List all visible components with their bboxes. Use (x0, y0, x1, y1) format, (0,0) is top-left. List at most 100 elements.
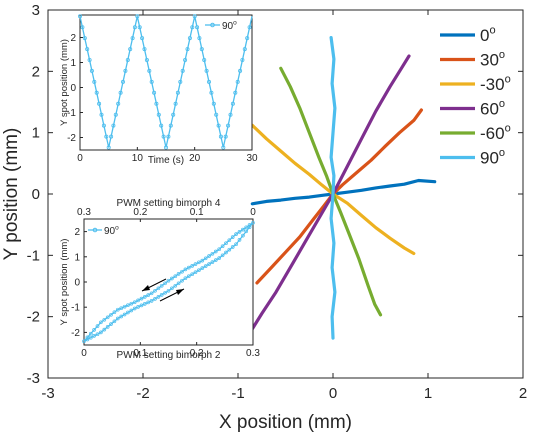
inset-time-marker (202, 58, 207, 63)
inset-time-marker (149, 79, 154, 84)
inset-time-marker (211, 101, 216, 106)
x-tick-label: -3 (41, 385, 54, 402)
inset-time-marker (104, 134, 109, 139)
inset-pwm-marker (163, 281, 167, 286)
inset-pwm-marker (217, 247, 222, 252)
inset-pwm-marker (136, 305, 140, 309)
inset-time-marker (218, 134, 223, 139)
inset-pwm-legend-marker (92, 227, 98, 233)
inset-pwm-marker (227, 238, 232, 243)
inset-time-marker (180, 68, 185, 73)
inset-pwm-marker (132, 306, 137, 311)
inset-time-x-tick-label: 10 (132, 153, 144, 164)
x-tick-label: 1 (424, 385, 432, 402)
inset-pwm-marker (122, 304, 127, 309)
inset-pwm-marker (197, 268, 201, 273)
inset-pwm-marker (244, 225, 249, 230)
inset-time-marker (185, 47, 190, 52)
legend-label: 30o (480, 49, 505, 70)
inset-pwm-marker (119, 314, 124, 319)
inset-pwm-marker (176, 272, 181, 276)
inset-pwm-y-label: Y spot position (mm) (59, 239, 70, 326)
inset-pwm-marker (142, 295, 147, 299)
inset-time-marker (178, 79, 183, 84)
inset-time-y-tick-label: 2 (70, 33, 76, 44)
inset-pwm-marker (213, 249, 218, 254)
inset-time-marker (166, 134, 171, 139)
inset-pwm-marker (115, 316, 120, 321)
inset-time-marker (130, 36, 135, 41)
y-tick-label: 3 (32, 2, 40, 19)
inset-pwm-marker (109, 322, 113, 326)
inset-pwm-marker (207, 254, 211, 258)
inset-pwm-marker (173, 274, 178, 279)
inset-pwm-marker (163, 290, 167, 295)
inset-time-marker (175, 90, 180, 95)
inset-time-marker (87, 58, 92, 63)
arrow-backward-head-icon (142, 285, 150, 291)
inset-time-y-tick-label: -2 (67, 133, 76, 144)
inset-time-marker (163, 145, 168, 150)
inset-pwm-marker (99, 320, 103, 325)
inset-time-marker (142, 47, 147, 52)
inset-pwm-marker (109, 312, 113, 317)
inset-pwm-marker (237, 230, 242, 234)
inset-pwm-x-tick-label: 0.3 (246, 348, 260, 359)
inset-pwm-marker (92, 334, 96, 338)
inset-time-marker (204, 68, 209, 73)
inset-time-marker (230, 101, 235, 106)
inset-time-marker (109, 134, 114, 139)
inset-pwm-marker (92, 328, 96, 332)
inset-pwm-top-tick-label: 0.1 (190, 207, 204, 218)
inset-time-marker (183, 58, 188, 63)
inset-time-y-tick-label: 1 (70, 58, 76, 69)
inset-time-marker (242, 47, 247, 52)
inset-pwm-marker (88, 335, 93, 340)
inset-pwm-marker (186, 274, 191, 279)
inset-pwm-marker (139, 303, 144, 308)
inset-pwm-marker (193, 270, 198, 275)
inset-time-marker (226, 123, 231, 128)
arrow-forward-head-icon (176, 289, 184, 295)
series-line-30 (255, 108, 423, 285)
inset-pwm-marker (105, 315, 110, 320)
inset-pwm-legend-label: 90o (104, 225, 119, 238)
inset-pwm-marker (200, 258, 205, 263)
inset-pwm-marker (170, 276, 174, 281)
inset-pwm-marker (207, 262, 211, 266)
x-tick-label: 2 (519, 385, 527, 402)
x-tick-label: -1 (231, 385, 244, 402)
inset-pwm-marker (142, 302, 147, 306)
inset-time-marker (82, 36, 87, 41)
inset-pwm-marker (126, 310, 130, 315)
inset-pwm-y-tick-label: -2 (71, 328, 80, 339)
inset-time-marker (233, 90, 238, 95)
inset-pwm-marker (139, 296, 144, 301)
inset-time-marker (173, 101, 178, 106)
inset-pwm-marker (183, 267, 188, 272)
inset-pwm-marker (234, 242, 238, 247)
inset-pwm-marker (183, 276, 188, 281)
inset-time-marker (221, 145, 226, 150)
y-tick-label: -2 (27, 309, 40, 326)
inset-time-marker (247, 25, 252, 30)
inset-pwm-marker (156, 295, 161, 299)
inset-time-marker (171, 112, 176, 117)
inset-time-marker (85, 47, 90, 52)
y-tick-label: 1 (32, 125, 40, 142)
inset-pwm-marker (82, 339, 86, 344)
inset-pwm-marker (193, 262, 198, 266)
inset-pwm-marker (220, 244, 225, 249)
inset-time-marker (206, 79, 211, 84)
inset-time-series-line (79, 16, 253, 148)
inset-pwm-marker (85, 335, 90, 340)
inset-pwm-marker (146, 293, 151, 297)
inset-time-marker (199, 47, 204, 52)
inset-time-marker (123, 68, 128, 73)
inset-time-y-tick-label: -1 (67, 108, 76, 119)
inset-pwm-marker (244, 229, 249, 234)
inset-pwm-marker (176, 281, 181, 286)
inset-time-x-tick-label: 20 (189, 153, 201, 164)
inset-time-marker (152, 90, 157, 95)
